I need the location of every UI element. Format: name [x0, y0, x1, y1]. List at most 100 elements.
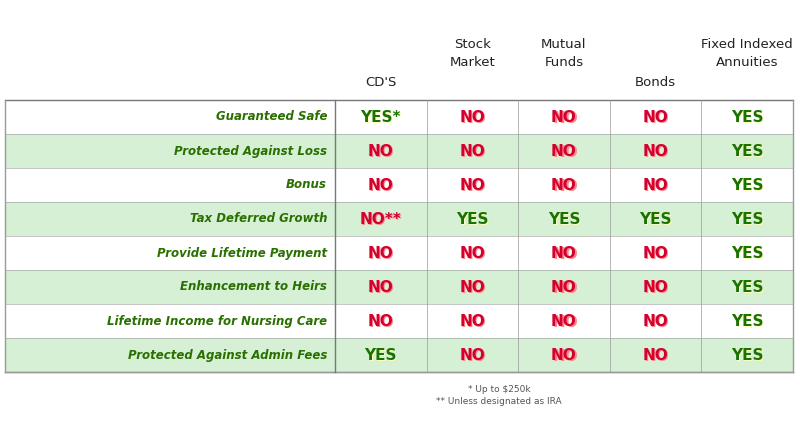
- Text: NO: NO: [551, 143, 577, 158]
- Bar: [5, 270, 793, 304]
- Text: Stock: Stock: [454, 38, 491, 52]
- Text: NO: NO: [551, 109, 577, 124]
- Text: Bonus: Bonus: [286, 179, 327, 191]
- Text: YES: YES: [731, 212, 763, 227]
- Text: NO: NO: [369, 145, 394, 160]
- Text: NO: NO: [461, 145, 486, 160]
- Text: NO: NO: [551, 314, 577, 329]
- Text: NO: NO: [551, 177, 577, 193]
- Text: NO: NO: [642, 177, 669, 193]
- Text: Lifetime Income for Nursing Care: Lifetime Income for Nursing Care: [107, 314, 327, 328]
- Text: NO**: NO**: [361, 213, 402, 228]
- Text: NO: NO: [459, 314, 486, 329]
- Text: NO: NO: [644, 247, 670, 262]
- Text: NO: NO: [369, 247, 394, 262]
- Text: Guaranteed Safe: Guaranteed Safe: [215, 111, 327, 123]
- Text: NO: NO: [644, 315, 670, 330]
- Text: * Up to $250k: * Up to $250k: [468, 385, 530, 395]
- Text: YES: YES: [366, 349, 398, 364]
- Text: NO: NO: [461, 315, 486, 330]
- Text: YES: YES: [732, 213, 765, 228]
- Text: Bonds: Bonds: [635, 75, 676, 89]
- Text: NO: NO: [461, 349, 486, 364]
- Text: NO: NO: [459, 280, 486, 295]
- Text: NO: NO: [369, 179, 394, 194]
- Text: NO: NO: [368, 177, 394, 193]
- Text: NO: NO: [551, 280, 577, 295]
- Text: NO: NO: [552, 315, 578, 330]
- Text: Funds: Funds: [545, 56, 583, 68]
- Text: NO: NO: [642, 348, 669, 363]
- Text: NO: NO: [552, 349, 578, 364]
- Text: NO: NO: [459, 348, 486, 363]
- Text: NO: NO: [369, 281, 394, 296]
- Text: YES: YES: [639, 212, 672, 227]
- Text: Fixed Indexed: Fixed Indexed: [702, 38, 793, 52]
- Bar: [5, 100, 793, 134]
- Text: NO: NO: [369, 315, 394, 330]
- Text: CD'S: CD'S: [365, 75, 397, 89]
- Text: YES: YES: [732, 111, 765, 126]
- Text: Provide Lifetime Payment: Provide Lifetime Payment: [157, 247, 327, 259]
- Bar: [5, 134, 793, 168]
- Text: Market: Market: [450, 56, 495, 68]
- Text: YES: YES: [640, 213, 673, 228]
- Text: NO: NO: [644, 349, 670, 364]
- Text: NO: NO: [644, 281, 670, 296]
- Text: NO: NO: [552, 111, 578, 126]
- Text: YES: YES: [731, 314, 763, 329]
- Text: YES: YES: [732, 349, 765, 364]
- Text: NO: NO: [461, 111, 486, 126]
- Text: YES*: YES*: [361, 109, 401, 124]
- Text: NO: NO: [552, 281, 578, 296]
- Text: NO: NO: [459, 143, 486, 158]
- Text: YES: YES: [731, 177, 763, 193]
- Text: YES: YES: [732, 247, 765, 262]
- Text: YES: YES: [549, 213, 582, 228]
- Text: ** Unless designated as IRA: ** Unless designated as IRA: [436, 397, 562, 407]
- Text: NO: NO: [644, 179, 670, 194]
- Text: NO: NO: [552, 247, 578, 262]
- Text: NO: NO: [368, 280, 394, 295]
- Text: NO: NO: [461, 281, 486, 296]
- Text: YES: YES: [731, 280, 763, 295]
- Text: NO**: NO**: [360, 212, 402, 227]
- Text: NO: NO: [552, 179, 578, 194]
- Text: NO: NO: [644, 145, 670, 160]
- Text: NO: NO: [368, 143, 394, 158]
- Text: NO: NO: [551, 246, 577, 261]
- Text: NO: NO: [552, 145, 578, 160]
- Text: Mutual: Mutual: [542, 38, 586, 52]
- Text: YES: YES: [732, 179, 765, 194]
- Bar: [5, 338, 793, 372]
- Text: YES: YES: [548, 212, 580, 227]
- Bar: [5, 168, 793, 202]
- Text: NO: NO: [459, 177, 486, 193]
- Text: NO: NO: [642, 280, 669, 295]
- Text: NO: NO: [459, 109, 486, 124]
- Text: YES: YES: [731, 109, 763, 124]
- Text: NO: NO: [644, 111, 670, 126]
- Text: NO: NO: [642, 143, 669, 158]
- Text: YES: YES: [732, 315, 765, 330]
- Text: YES: YES: [731, 348, 763, 363]
- Text: NO: NO: [642, 246, 669, 261]
- Text: YES: YES: [731, 246, 763, 261]
- Text: YES: YES: [731, 143, 763, 158]
- Text: NO: NO: [368, 314, 394, 329]
- Text: YES*: YES*: [362, 111, 402, 126]
- Text: Protected Against Admin Fees: Protected Against Admin Fees: [128, 348, 327, 362]
- Text: NO: NO: [459, 246, 486, 261]
- Text: Protected Against Loss: Protected Against Loss: [174, 145, 327, 157]
- Text: NO: NO: [461, 179, 486, 194]
- Text: NO: NO: [551, 348, 577, 363]
- Text: NO: NO: [368, 246, 394, 261]
- Text: YES: YES: [365, 348, 397, 363]
- Text: YES: YES: [732, 281, 765, 296]
- Bar: [5, 202, 793, 236]
- Bar: [5, 304, 793, 338]
- Bar: [5, 236, 793, 270]
- Text: NO: NO: [642, 314, 669, 329]
- Text: Enhancement to Heirs: Enhancement to Heirs: [180, 280, 327, 294]
- Text: YES: YES: [457, 213, 490, 228]
